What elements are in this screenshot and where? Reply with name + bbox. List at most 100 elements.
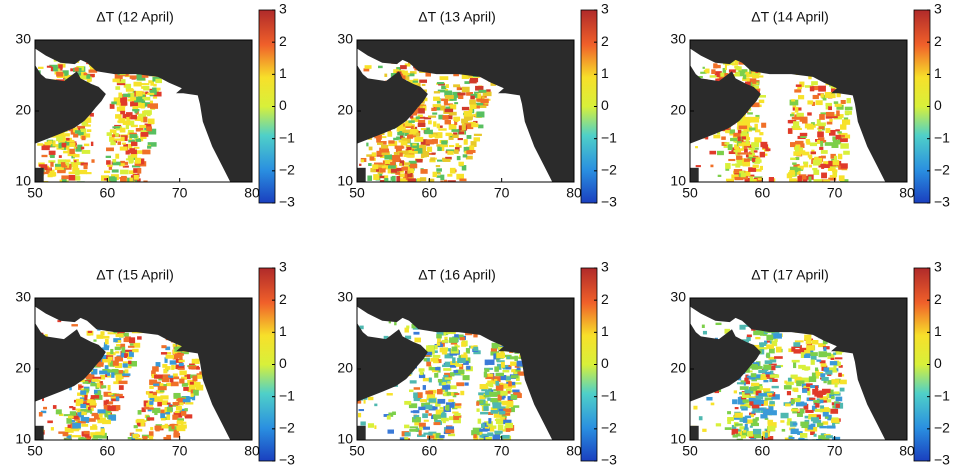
patch (816, 360, 821, 362)
patch (43, 407, 47, 410)
patch (801, 402, 807, 405)
patch (492, 402, 501, 408)
patch (90, 426, 97, 430)
patch (742, 399, 748, 402)
map-area (357, 298, 574, 444)
patch (147, 113, 151, 116)
patch (166, 355, 174, 359)
patch (434, 422, 441, 425)
colorbar-tick-label: 3 (601, 1, 609, 17)
y-tick-label: 10 (337, 431, 353, 447)
patch (480, 386, 488, 389)
patch (819, 426, 827, 428)
patch (819, 126, 825, 129)
patch (399, 153, 402, 157)
land (357, 168, 366, 182)
patch (766, 344, 774, 348)
patch (823, 164, 830, 168)
patch (413, 392, 418, 398)
y-tick-label: 10 (337, 173, 353, 189)
patch (126, 84, 131, 90)
patch (63, 151, 70, 154)
patch (703, 331, 707, 335)
patch (823, 347, 826, 351)
patch (750, 117, 759, 123)
patch (728, 144, 733, 150)
patch (427, 147, 432, 152)
patch (457, 93, 465, 96)
patch (388, 165, 396, 168)
patch (805, 416, 809, 419)
patch (149, 436, 153, 440)
patch (445, 133, 452, 136)
patch (800, 133, 807, 136)
patch (387, 429, 394, 433)
patch (758, 393, 767, 396)
patch (110, 137, 114, 140)
patch (823, 412, 829, 417)
patch (821, 150, 828, 154)
patch (737, 152, 746, 154)
patch (74, 160, 76, 162)
patch (766, 335, 773, 341)
patch (420, 372, 423, 376)
patch (805, 410, 813, 413)
patch (428, 413, 431, 416)
patch (84, 431, 90, 434)
patch (129, 337, 135, 343)
patch (423, 385, 426, 390)
y-tick-label: 30 (15, 289, 31, 305)
patch (449, 112, 457, 116)
patch (401, 141, 408, 146)
patch (478, 125, 483, 129)
patch (827, 399, 831, 402)
patch (128, 346, 134, 348)
x-tick-label: 60 (422, 443, 438, 459)
patch (75, 149, 81, 152)
patch (436, 438, 443, 443)
patch (820, 94, 823, 98)
patch (510, 361, 516, 365)
patch (501, 362, 505, 368)
patch (179, 379, 184, 384)
patch (189, 384, 195, 389)
patch (495, 381, 499, 386)
patch (764, 400, 768, 405)
patch (846, 98, 850, 103)
patch (500, 391, 507, 396)
patch (442, 365, 451, 368)
patch (845, 111, 852, 115)
patch (820, 373, 825, 377)
patch (433, 172, 438, 177)
patch (488, 360, 494, 365)
patch (832, 423, 835, 426)
patch (433, 104, 441, 107)
patch (470, 105, 477, 109)
patch (706, 397, 712, 401)
patch (72, 423, 81, 428)
patch (804, 354, 811, 358)
patch (445, 377, 453, 379)
patch (82, 122, 87, 126)
patch (367, 176, 372, 181)
patch (88, 407, 91, 410)
patch (727, 411, 731, 414)
patch (811, 360, 815, 365)
patch (801, 423, 808, 428)
patch (105, 365, 109, 369)
patch (466, 366, 470, 370)
colorbar-tick-label: 1 (934, 65, 942, 81)
y-tick-label: 30 (337, 31, 353, 47)
patch (177, 427, 186, 431)
patch (702, 429, 706, 432)
patch (840, 135, 845, 138)
patch (58, 431, 65, 433)
patch (755, 400, 761, 405)
patch (183, 399, 191, 402)
y-tick-label: 20 (337, 102, 353, 118)
y-tick-label: 30 (670, 289, 686, 305)
patch (149, 386, 154, 389)
patch (405, 432, 411, 436)
patch (413, 81, 418, 83)
patch (433, 97, 440, 101)
